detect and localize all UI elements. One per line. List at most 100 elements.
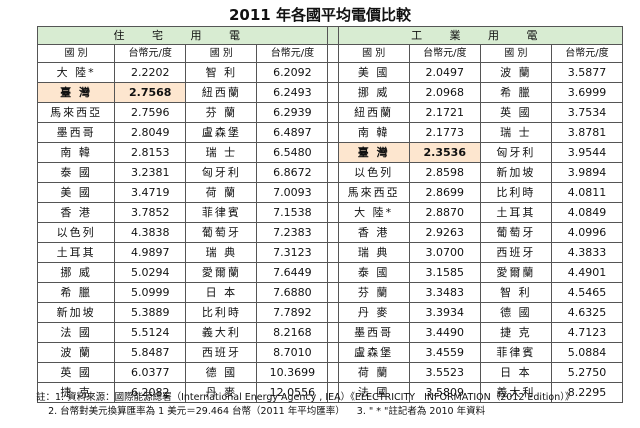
price-cell: 5.5124 (114, 322, 187, 343)
price-cell: 4.4901 (550, 262, 624, 283)
price-table: 住 宅 用 電 工 業 用 電 國 別 台幣元/度 國 別 台幣元/度 國 別 … (36, 26, 624, 403)
country-cell: 智 利 (185, 62, 258, 83)
price-cell: 2.8870 (408, 202, 481, 223)
country-cell: 新加坡 (36, 302, 116, 323)
price-cell: 7.1538 (256, 202, 329, 223)
price-cell: 4.0996 (550, 222, 624, 243)
price-cell: 4.5465 (550, 282, 624, 303)
price-cell: 2.1773 (408, 122, 481, 143)
price-cell: 3.7852 (114, 202, 187, 223)
column-gap (327, 382, 339, 403)
column-gap (327, 342, 339, 363)
column-gap (327, 362, 339, 383)
column-gap (327, 182, 339, 203)
column-gap (327, 242, 339, 263)
price-cell: 4.0811 (550, 182, 624, 203)
price-cell: 2.7596 (114, 102, 187, 123)
country-cell: 土耳其 (479, 202, 552, 223)
price-cell: 3.7534 (550, 102, 624, 123)
country-cell: 紐西蘭 (185, 82, 258, 103)
country-cell: 挪 威 (337, 82, 410, 103)
country-cell: 瑞 典 (185, 242, 258, 263)
country-cell: 波 蘭 (479, 62, 552, 83)
table-row: 英 國 6.0377 德 國 10.3699 荷 蘭 3.5523 日 本 5.2750 (36, 362, 624, 383)
country-cell: 瑞 士 (479, 122, 552, 143)
price-cell: 3.5809 (408, 382, 481, 403)
price-cell: 7.0093 (256, 182, 329, 203)
price-cell: 2.1721 (408, 102, 481, 123)
footnotes: 註：1. 資料來源：國際能源總署（International Energy Ag… (36, 391, 575, 419)
price-cell: 8.2168 (256, 322, 329, 343)
price-cell: 2.8049 (114, 122, 187, 143)
table-row: 美 國 3.4719 荷 蘭 7.0093 馬來西亞 2.8699 比利時 4.0811 (36, 182, 624, 203)
price-cell: 2.8598 (408, 162, 481, 183)
header-country: 國 別 (479, 44, 552, 63)
price-cell: 3.3934 (408, 302, 481, 323)
table-row: 南 韓 2.8153 瑞 士 6.5480 臺 灣 2.3536 匈牙利 3.9544 (36, 142, 624, 163)
section-header-row: 住 宅 用 電 工 業 用 電 (36, 26, 624, 45)
price-cell: 2.8153 (114, 142, 187, 163)
table-row: 馬來西亞 2.7596 芬 蘭 6.2939 紐西蘭 2.1721 英 國 3.7534 (36, 102, 624, 123)
column-gap (327, 202, 339, 223)
country-cell: 挪 威 (36, 262, 116, 283)
country-cell: 馬來西亞 (36, 102, 116, 123)
country-cell: 波 蘭 (36, 342, 116, 363)
country-cell: 臺 灣 (36, 82, 116, 103)
country-cell: 芬 蘭 (337, 282, 410, 303)
table-row: 法 國 5.5124 義大利 8.2168 墨西哥 3.4490 捷 克 4.7123 (36, 322, 624, 343)
table-row: 臺 灣 2.7568 紐西蘭 6.2493 挪 威 2.0968 希 臘 3.6999 (36, 82, 624, 103)
table-row: 新加坡 5.3889 比利時 7.7892 丹 麥 3.3934 德 國 4.6325 (36, 302, 624, 323)
price-cell: 2.9263 (408, 222, 481, 243)
column-gap (327, 282, 339, 303)
column-gap (327, 62, 339, 83)
table-row: 香 港 3.7852 菲律賓 7.1538 大 陸* 2.8870 土耳其 4.0849 (36, 202, 624, 223)
country-cell: 丹 麥 (185, 382, 258, 403)
price-cell: 6.4897 (256, 122, 329, 143)
column-gap (327, 82, 339, 103)
country-cell: 日 本 (479, 362, 552, 383)
country-cell: 菲律賓 (479, 342, 552, 363)
country-cell: 西班牙 (479, 242, 552, 263)
price-cell: 2.2202 (114, 62, 187, 83)
price-cell: 3.4559 (408, 342, 481, 363)
country-cell: 希 臘 (36, 282, 116, 303)
country-cell: 南 韓 (337, 122, 410, 143)
country-cell: 大 陸* (36, 62, 116, 83)
price-cell: 4.3838 (114, 222, 187, 243)
price-cell: 5.0294 (114, 262, 187, 283)
country-cell: 英 國 (479, 102, 552, 123)
country-cell: 德 國 (185, 362, 258, 383)
country-cell: 捷 克 (36, 382, 116, 403)
country-cell: 泰 國 (337, 262, 410, 283)
price-cell: 2.7568 (114, 82, 187, 103)
price-cell: 3.9544 (550, 142, 624, 163)
price-cell: 3.5523 (408, 362, 481, 383)
country-cell: 愛爾蘭 (479, 262, 552, 283)
price-cell: 6.2092 (256, 62, 329, 83)
price-cell: 3.5877 (550, 62, 624, 83)
table-row: 希 臘 5.0999 日 本 7.6880 芬 蘭 3.3483 智 利 4.5465 (36, 282, 624, 303)
price-cell: 3.3483 (408, 282, 481, 303)
column-gap (327, 122, 339, 143)
price-cell: 6.5480 (256, 142, 329, 163)
country-cell: 馬來西亞 (337, 182, 410, 203)
price-cell: 4.3833 (550, 242, 624, 263)
country-cell: 墨西哥 (337, 322, 410, 343)
page-title: 2011 年各國平均電價比較 (229, 6, 411, 24)
column-gap (327, 142, 339, 163)
price-cell: 6.2939 (256, 102, 329, 123)
country-cell: 香 港 (337, 222, 410, 243)
table-row: 大 陸* 2.2202 智 利 6.2092 美 國 2.0497 波 蘭 3.5877 (36, 62, 624, 83)
price-cell: 12.0556 (256, 382, 329, 403)
country-cell: 德 國 (479, 302, 552, 323)
country-cell: 以色列 (337, 162, 410, 183)
header-price: 台幣元/度 (256, 44, 329, 63)
table-row: 捷 克 6.2082 丹 麥 12.0556 法 國 3.5809 義大利 8.2295 (36, 382, 624, 403)
country-cell: 匈牙利 (479, 142, 552, 163)
price-cell: 3.4490 (408, 322, 481, 343)
country-cell: 荷 蘭 (337, 362, 410, 383)
price-cell: 2.3536 (408, 142, 481, 163)
country-cell: 捷 克 (479, 322, 552, 343)
price-cell: 3.0700 (408, 242, 481, 263)
column-gap (327, 44, 339, 63)
